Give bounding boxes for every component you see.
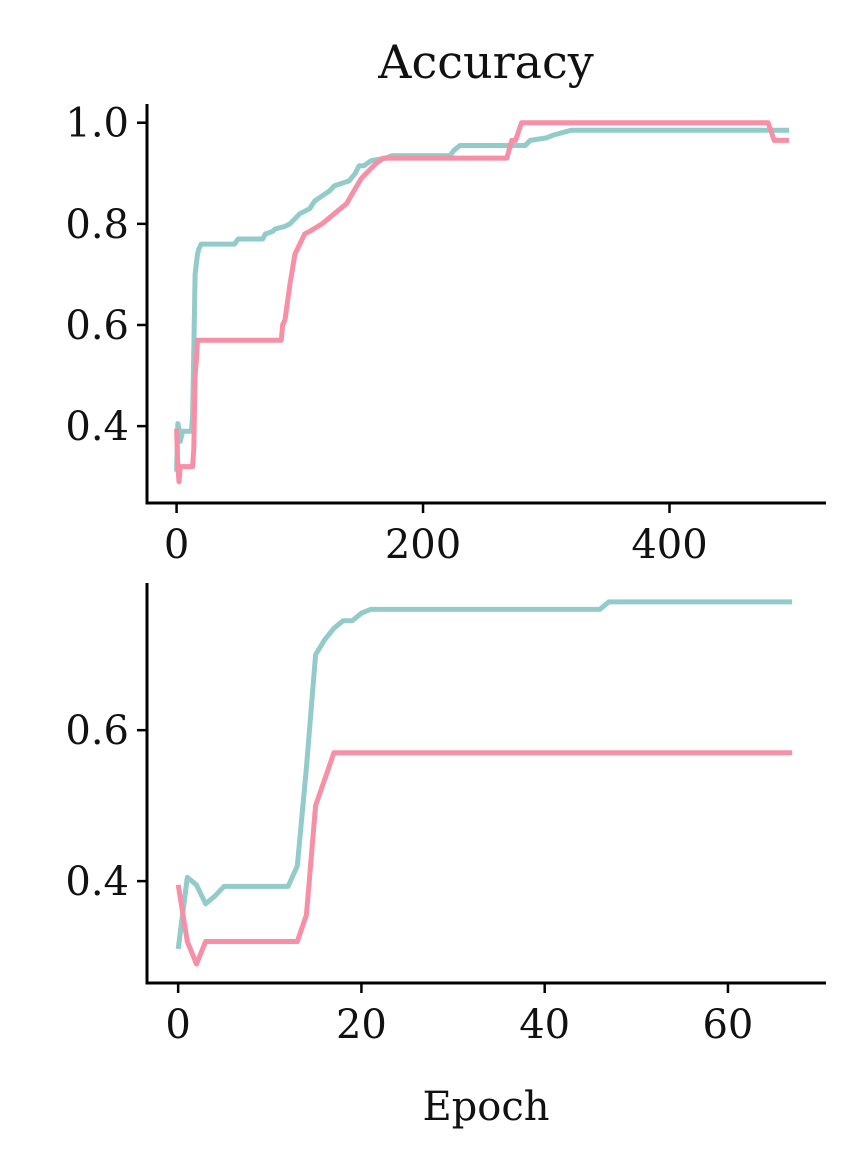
x-tick-label: 0	[164, 522, 189, 568]
x-axis-label: Epoch	[422, 1084, 549, 1130]
accuracy-panel-full: 0 200 400 0.4 0.6 0.8 1.0	[65, 101, 826, 568]
y-tick-label: 0.8	[65, 202, 129, 248]
x-tick-label: 200	[385, 522, 461, 568]
x-tick-label: 20	[336, 1002, 387, 1048]
series-line-2	[175, 750, 793, 967]
y-tick-label: 1.0	[65, 101, 129, 147]
series-line-2	[174, 120, 789, 485]
accuracy-panel-zoomed: 0 20 40 60 0.4 0.6	[65, 583, 826, 1048]
chart-title: Accuracy	[377, 35, 594, 89]
y-tick-label: 0.4	[65, 859, 129, 905]
x-tick-label: 400	[631, 522, 707, 568]
x-tick-label: 40	[519, 1002, 570, 1048]
series-line-1	[175, 599, 793, 950]
series-line-1	[174, 127, 789, 472]
y-tick-label: 0.6	[65, 708, 129, 754]
y-tick-label: 0.6	[65, 303, 129, 349]
x-tick-label: 60	[702, 1002, 753, 1048]
x-tick-label: 0	[165, 1002, 190, 1048]
y-tick-label: 0.4	[65, 404, 129, 450]
